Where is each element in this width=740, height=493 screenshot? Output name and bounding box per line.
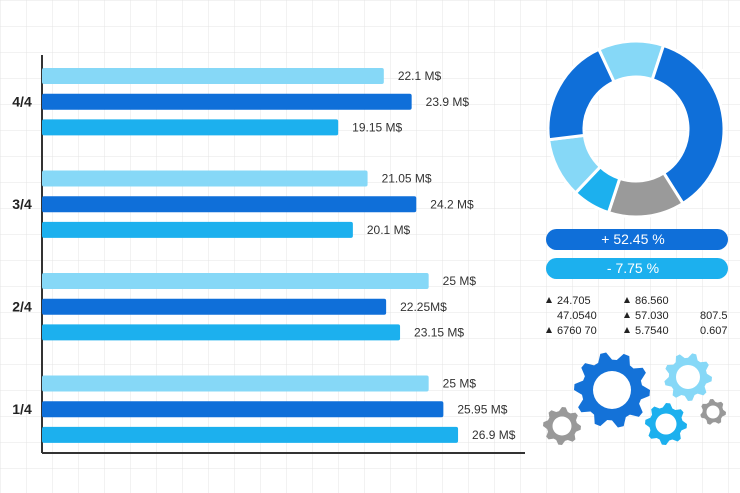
gear-hole: [706, 405, 720, 419]
indicator-pill: [546, 258, 728, 279]
bar: [42, 401, 444, 418]
stat-value: 24.705: [557, 295, 591, 307]
bar: [42, 426, 459, 443]
value-label: 25 M$: [443, 274, 477, 288]
stat-value: 807.5: [700, 310, 728, 322]
value-label: 25.95 M$: [457, 402, 507, 416]
value-label: 21.05 M$: [382, 172, 432, 186]
value-label: 22.1 M$: [398, 69, 442, 83]
category-label: 1/4: [12, 401, 32, 417]
up-arrow: [546, 297, 552, 303]
stat-value: 86.560: [635, 295, 669, 307]
gear: [664, 353, 712, 401]
stat-value: 57.030: [635, 310, 669, 322]
category-label: 4/4: [12, 93, 32, 109]
bar: [42, 221, 353, 238]
bar: [42, 273, 429, 289]
gear: [574, 352, 650, 428]
value-label: 23.15 M$: [414, 326, 464, 340]
value-label: 19.15 M$: [352, 121, 402, 135]
bar: [42, 68, 384, 84]
bar: [42, 196, 417, 213]
indicator-text: + 52.45 %: [601, 231, 664, 247]
value-label: 20.1 M$: [367, 223, 411, 237]
gear-hole: [593, 371, 631, 409]
bar: [42, 93, 412, 110]
up-arrow: [546, 327, 552, 333]
indicator-pill: [546, 229, 728, 250]
bar: [42, 324, 401, 341]
bar: [42, 298, 387, 315]
category-label: 2/4: [12, 298, 32, 314]
up-arrow: [624, 312, 630, 318]
value-label: 24.2 M$: [430, 197, 474, 211]
indicator-text: - 7.75 %: [607, 260, 659, 276]
up-arrow: [624, 327, 630, 333]
chart-layer: 4/4 22.1 M$ 23.9 M$ 19.15 M$ 3/4 21.05 M$ 24.2…: [12, 39, 728, 445]
gear: [543, 407, 581, 445]
stat-value: 47.0540: [557, 310, 597, 322]
value-label: 25 M$: [443, 377, 477, 391]
stat-value: 5.7540: [635, 325, 669, 337]
gear: [700, 399, 726, 425]
up-arrow: [624, 297, 630, 303]
gear: [645, 403, 687, 445]
donut-slice: [650, 43, 726, 206]
bar: [42, 119, 339, 136]
value-label: 26.9 M$: [472, 428, 516, 442]
stat-value: 0.607: [700, 325, 728, 337]
gear-hole: [655, 413, 677, 435]
gear-hole: [552, 416, 572, 436]
bar: [42, 170, 368, 187]
value-label: 23.9 M$: [426, 95, 470, 109]
stat-value: 6760 70: [557, 325, 597, 337]
bar: [42, 375, 429, 392]
value-label: 22.25M$: [400, 300, 447, 314]
category-label: 3/4: [12, 196, 32, 212]
gear-hole: [676, 365, 700, 389]
donut-slice: [546, 47, 617, 142]
